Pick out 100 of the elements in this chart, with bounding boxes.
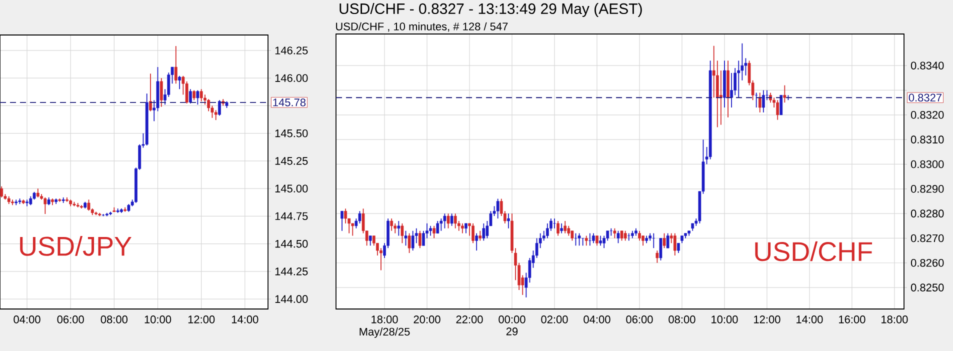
candlestick (662, 232, 666, 249)
candlestick (475, 232, 478, 251)
candlestick (673, 232, 676, 256)
y-tick-label: 145.25 (275, 157, 308, 165)
x-tick-label: 22:00 (456, 316, 483, 324)
y-tick-label: 146.25 (275, 46, 308, 54)
candlestick (776, 100, 780, 120)
candlestick (496, 198, 500, 219)
text: May/28/25 (360, 328, 410, 338)
candlestick (659, 238, 662, 261)
y-tick-label: 0.8300 (910, 160, 944, 168)
candlestick (394, 222, 397, 234)
candlestick (340, 210, 344, 232)
x-tick-label: 18:00 (372, 316, 398, 324)
candlestick (570, 230, 574, 242)
candlestick (207, 98, 210, 112)
x-tick-label: 20:00 (414, 316, 440, 324)
candlestick (616, 230, 620, 244)
candlestick (780, 94, 783, 116)
candlestick (613, 228, 616, 239)
ref-line-label: 0.8327 (908, 94, 942, 102)
y-tick-label: 0.8260 (910, 259, 944, 267)
y-tick-label: 0.8310 (910, 136, 944, 144)
candlestick (149, 73, 152, 112)
candlestick (546, 222, 549, 239)
candlestick (596, 235, 598, 246)
candlestick (400, 222, 404, 244)
x-tick-label: 08:00 (668, 316, 696, 324)
candlestick (564, 220, 567, 234)
candlestick (44, 196, 47, 214)
candlestick (454, 213, 457, 229)
candlestick (599, 235, 602, 246)
candlestick (192, 90, 196, 101)
y-tick-label: 144.75 (275, 212, 308, 220)
candlestick (160, 78, 163, 108)
candlestick (196, 90, 200, 106)
candlestick (390, 218, 394, 232)
candlestick (344, 208, 347, 224)
candlestick (567, 225, 570, 236)
candlestick (418, 230, 422, 249)
candlestick (397, 220, 400, 236)
x-tick-label: 10:00 (144, 316, 172, 324)
candlestick (464, 222, 468, 234)
candlestick (411, 230, 414, 251)
x-tick-label: 18:00 (882, 316, 908, 324)
x-tick-label: 16:00 (839, 316, 866, 324)
y-tick-label: 145.50 (275, 129, 308, 138)
x-tick-label: 06:00 (57, 316, 84, 324)
y-tick-label: 146.00 (275, 74, 308, 82)
candlestick (638, 230, 641, 242)
candlestick (482, 222, 486, 242)
candlestick (408, 232, 411, 254)
candlestick (478, 230, 482, 242)
candlestick (578, 232, 581, 246)
candlestick (762, 90, 765, 113)
y-tick-label: 144.00 (275, 295, 308, 303)
candlestick (677, 242, 680, 254)
candlestick (188, 88, 192, 104)
candlestick (553, 218, 556, 229)
candlestick (200, 88, 203, 102)
x-tick-label: 02:00 (541, 316, 568, 324)
ref-line-label: 145.78 (273, 98, 306, 106)
annotation: USD/JPY (20, 236, 132, 256)
candlestick (87, 199, 90, 212)
candlestick (758, 92, 762, 113)
candlestick (218, 100, 221, 116)
x-tick-label: 14:00 (796, 316, 823, 324)
y-tick-label: 0.8320 (910, 111, 944, 119)
y-tick-label: 0.8250 (910, 284, 944, 292)
candlestick (507, 213, 510, 229)
candlestick (624, 230, 627, 242)
text: 29 (506, 328, 518, 336)
candlestick (642, 235, 644, 246)
chart-title: USD/CHF - 0.8327 - 13:13:49 29 May (AEST) (340, 3, 642, 17)
y-tick-label: 144.25 (275, 268, 308, 276)
y-tick-label: 0.8340 (910, 62, 944, 70)
candlestick (450, 213, 454, 226)
candlestick (432, 225, 436, 239)
candlestick (620, 230, 624, 242)
x-tick-label: 14:00 (232, 316, 258, 324)
y-tick-label: 145.00 (275, 184, 308, 192)
x-tick-label: 12:00 (188, 316, 215, 324)
y-tick-label: 0.8290 (910, 185, 944, 193)
x-tick-label: 06:00 (626, 316, 653, 324)
candlestick (656, 250, 659, 264)
x-tick-label: 04:00 (14, 316, 40, 324)
candlestick (429, 225, 432, 236)
x-tick-label: 04:00 (584, 316, 610, 324)
candlestick (472, 222, 474, 244)
candlestick (443, 213, 446, 229)
y-tick-label: 144.50 (275, 240, 308, 248)
candlestick (560, 222, 563, 234)
chart-subtitle: USD/CHF , 10 minutes, # 128 / 547 (336, 22, 508, 32)
y-tick-label: 0.8280 (910, 210, 944, 218)
y-tick-label: 0.8270 (910, 234, 944, 242)
candlestick (446, 213, 450, 229)
annotation: USD/CHF (755, 241, 872, 262)
candlestick (584, 235, 588, 246)
candlestick (178, 75, 181, 90)
x-tick-label: 00:00 (498, 316, 526, 324)
